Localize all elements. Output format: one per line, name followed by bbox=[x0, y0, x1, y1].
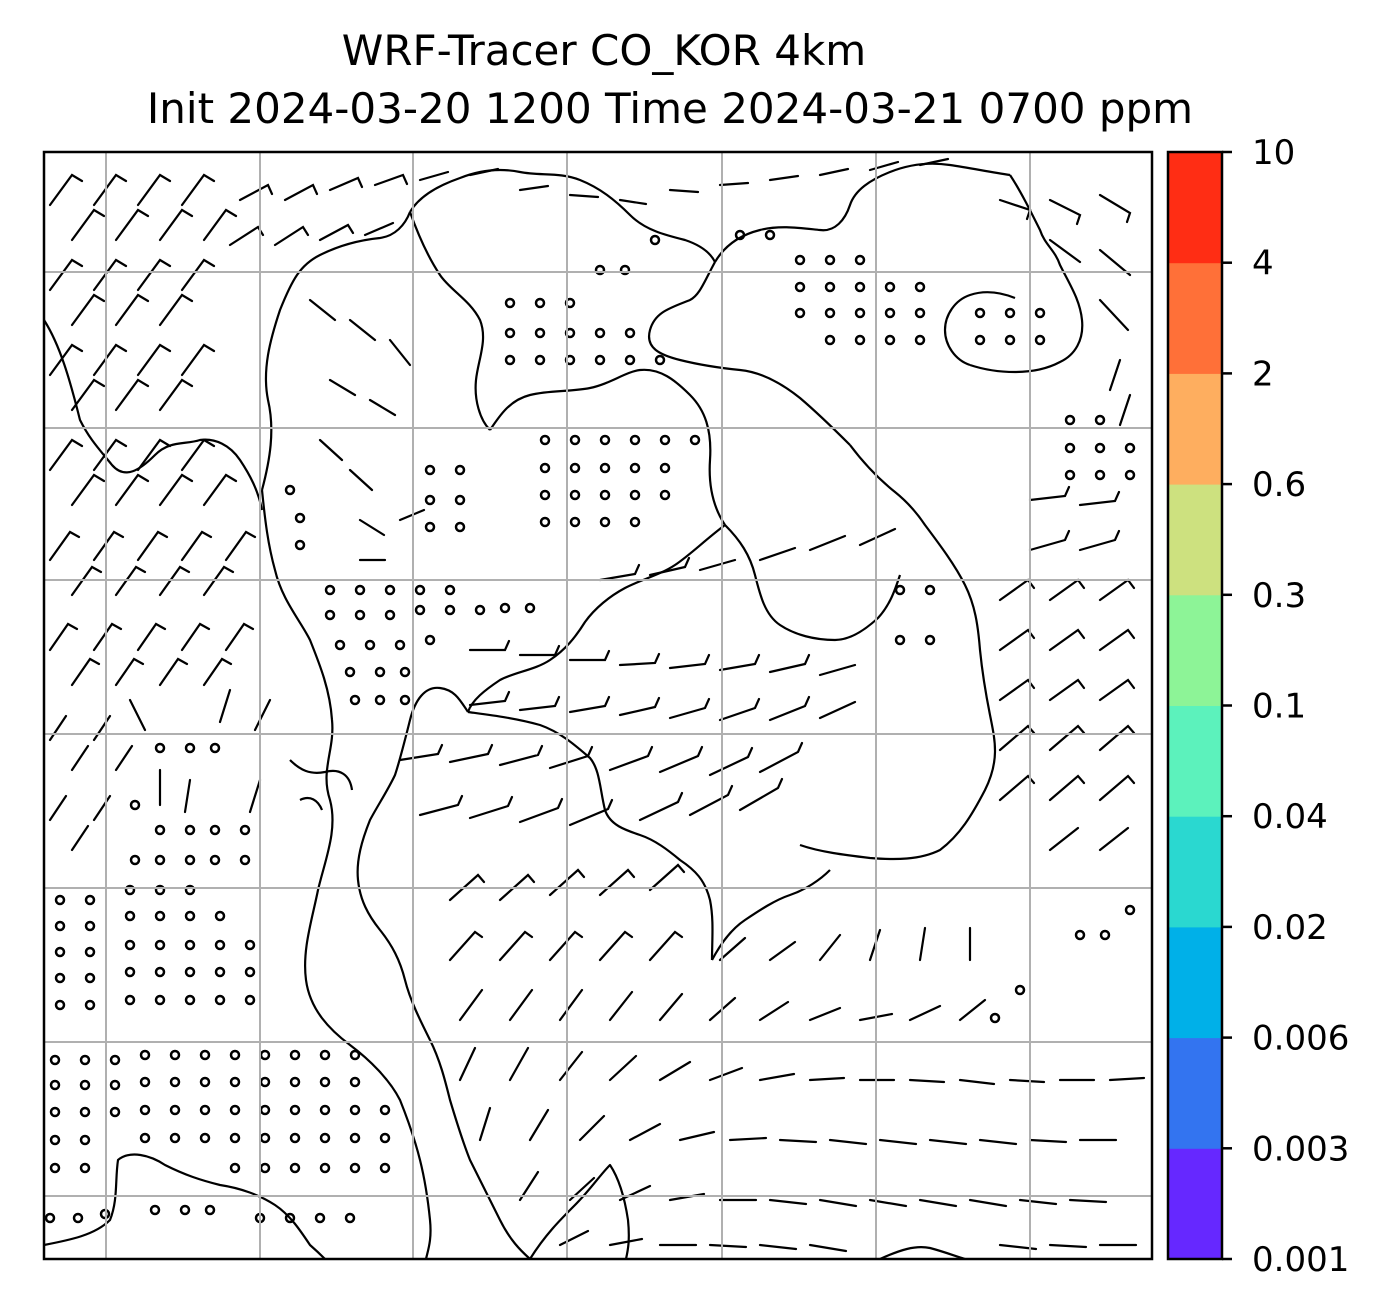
colorbar-segments bbox=[1168, 152, 1222, 1260]
map-title-line-1: WRF-Tracer CO_KOR 4km bbox=[341, 26, 867, 75]
colorbar-tick-label: 10 bbox=[1252, 133, 1295, 173]
colorbar-tick-label: 0.003 bbox=[1252, 1129, 1349, 1169]
colorbar-tick-label: 0.3 bbox=[1252, 576, 1306, 616]
map-title-line-2: Init 2024-03-20 1200 Time 2024-03-21 070… bbox=[146, 84, 1194, 133]
colorbar-segment bbox=[1168, 1037, 1222, 1149]
colorbar-tick-label: 0.006 bbox=[1252, 1019, 1349, 1059]
map-gridlines bbox=[44, 152, 1152, 1259]
wind-barb-field bbox=[48, 157, 1146, 1253]
colorbar-tick-label: 0.04 bbox=[1252, 797, 1328, 837]
coastlines bbox=[44, 162, 1084, 1259]
colorbar-ticks: 0.001 0.003 0.006 0.02 0.04 0.1 0.3 0.6 2 4 10 bbox=[1222, 133, 1349, 1280]
colorbar-segment bbox=[1168, 152, 1222, 264]
colorbar-segment bbox=[1168, 816, 1222, 928]
colorbar-segment bbox=[1168, 262, 1222, 374]
colorbar-tick-label: 0.02 bbox=[1252, 908, 1328, 948]
colorbar-segment bbox=[1168, 705, 1222, 817]
colorbar-tick-label: 0.1 bbox=[1252, 687, 1306, 727]
map-frame bbox=[42, 150, 1154, 1261]
colorbar: 0.001 0.003 0.006 0.02 0.04 0.1 0.3 0.6 2 4 10 bbox=[1166, 133, 1349, 1280]
colorbar-segment bbox=[1168, 926, 1222, 1039]
colorbar-segment bbox=[1168, 594, 1222, 706]
colorbar-segment bbox=[1168, 484, 1222, 596]
map-background bbox=[44, 152, 1152, 1259]
colorbar-segment bbox=[1168, 373, 1222, 485]
colorbar-tick-label: 4 bbox=[1252, 244, 1274, 284]
colorbar-tick-label: 2 bbox=[1252, 354, 1274, 394]
map-plot-area bbox=[42, 150, 1154, 1261]
calm-wind-markers bbox=[44, 229, 1136, 1224]
colorbar-tick-label: 0.6 bbox=[1252, 465, 1306, 505]
colorbar-segment bbox=[1168, 1148, 1222, 1260]
colorbar-tick-label: 0.001 bbox=[1252, 1240, 1349, 1280]
